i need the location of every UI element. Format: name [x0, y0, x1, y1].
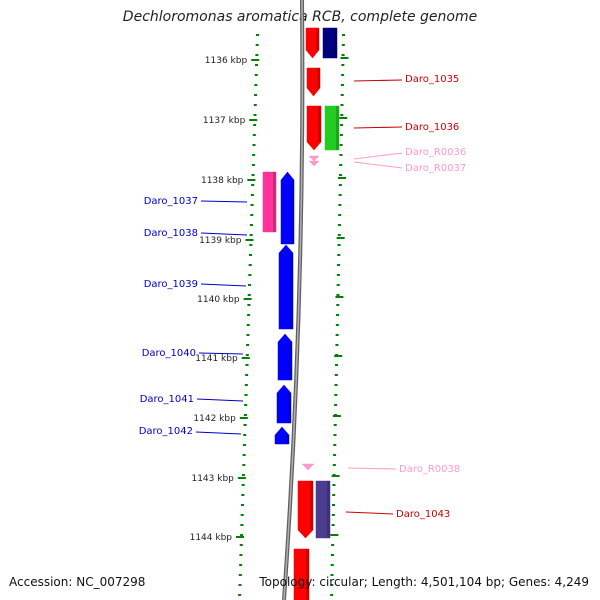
top-red-cds	[305, 27, 320, 59]
top-red-cds-shade	[316, 28, 319, 50]
daro-r0037-rna	[308, 160, 320, 167]
gene-label: Daro_1040	[142, 348, 196, 359]
daro-1037-cds-shade	[273, 172, 276, 232]
daro-1039-cds-shade	[290, 253, 293, 329]
gene-label: Daro_R0038	[399, 464, 460, 475]
topology-text: Topology: circular; Length: 4,501,104 bp…	[259, 575, 589, 589]
daro-1040-cds	[277, 333, 293, 381]
gene-leader-line	[353, 161, 403, 169]
daro-1036-green-cds-shade	[336, 106, 339, 150]
gene-leader-line	[200, 200, 248, 203]
gene-label: Daro_1037	[144, 196, 198, 207]
position-label: 1136 kbp	[205, 56, 248, 66]
top-navy-cds-shade	[334, 28, 337, 58]
gene-label: Daro_1041	[140, 394, 194, 405]
daro-1036-green-cds	[324, 105, 340, 151]
position-label: 1139 kbp	[199, 236, 242, 246]
gene-leader-line	[345, 511, 394, 515]
gene-leader-line	[353, 79, 403, 82]
accession-text: Accession: NC_007298	[9, 575, 146, 589]
bottom-red-cds	[293, 548, 310, 600]
gene-label: Daro_1035	[405, 74, 459, 85]
daro-1037-cds	[262, 171, 277, 233]
gene-label: Daro_1042	[139, 426, 193, 437]
daro-1036-cds	[306, 105, 322, 151]
position-label: 1141 kbp	[195, 354, 238, 364]
daro-1043-cds	[297, 480, 314, 539]
gene-leader-line	[353, 152, 403, 160]
daro-1042-cds-shade	[286, 435, 289, 444]
daro-1043-slate-cds	[315, 480, 331, 539]
gene-label: Daro_R0036	[405, 147, 466, 158]
daro-1043-cds-shade	[310, 481, 313, 530]
daro-1038-cds	[280, 171, 295, 245]
daro-1041-cds-shade	[288, 393, 291, 423]
position-label: 1137 kbp	[203, 116, 246, 126]
daro-1036-cds-shade	[318, 106, 321, 142]
top-navy-cds	[322, 27, 338, 59]
daro-1035-cds-shade	[317, 68, 320, 88]
bottom-red-cds-shade	[306, 549, 309, 600]
gene-leader-line	[198, 352, 244, 355]
gene-label: Daro_1039	[144, 279, 198, 290]
daro-r0036-rna	[308, 155, 320, 162]
gene-leader-line	[195, 431, 242, 435]
position-label: 1140 kbp	[197, 295, 240, 305]
daro-1035-cds	[306, 67, 321, 97]
gene-leader-line	[200, 232, 248, 236]
daro-1043-slate-cds-shade	[327, 481, 330, 538]
gene-label: Daro_1043	[396, 509, 450, 520]
position-label: 1142 kbp	[193, 414, 236, 424]
daro-1041-cds	[276, 384, 292, 424]
position-label: 1143 kbp	[191, 474, 234, 484]
daro-1038-cds-shade	[291, 180, 294, 244]
gene-label: Daro_1038	[144, 228, 198, 239]
gene-leader-line	[200, 283, 247, 287]
map-title: Dechloromonas aromatica RCB, complete ge…	[122, 9, 478, 25]
gene-label: Daro_1036	[405, 122, 459, 133]
gene-label: Daro_R0037	[405, 163, 466, 174]
gene-leader-line	[196, 398, 244, 402]
gene-leader-line	[353, 126, 403, 129]
gene-leader-line	[347, 467, 397, 470]
daro-r0038-rna	[301, 463, 315, 471]
daro-1042-cds	[274, 426, 290, 445]
daro-1039-cds	[278, 244, 294, 330]
backbone-highlight	[283, 0, 304, 600]
position-label: 1138 kbp	[201, 176, 244, 186]
position-label: 1144 kbp	[190, 533, 233, 543]
daro-1040-cds-shade	[289, 342, 292, 380]
